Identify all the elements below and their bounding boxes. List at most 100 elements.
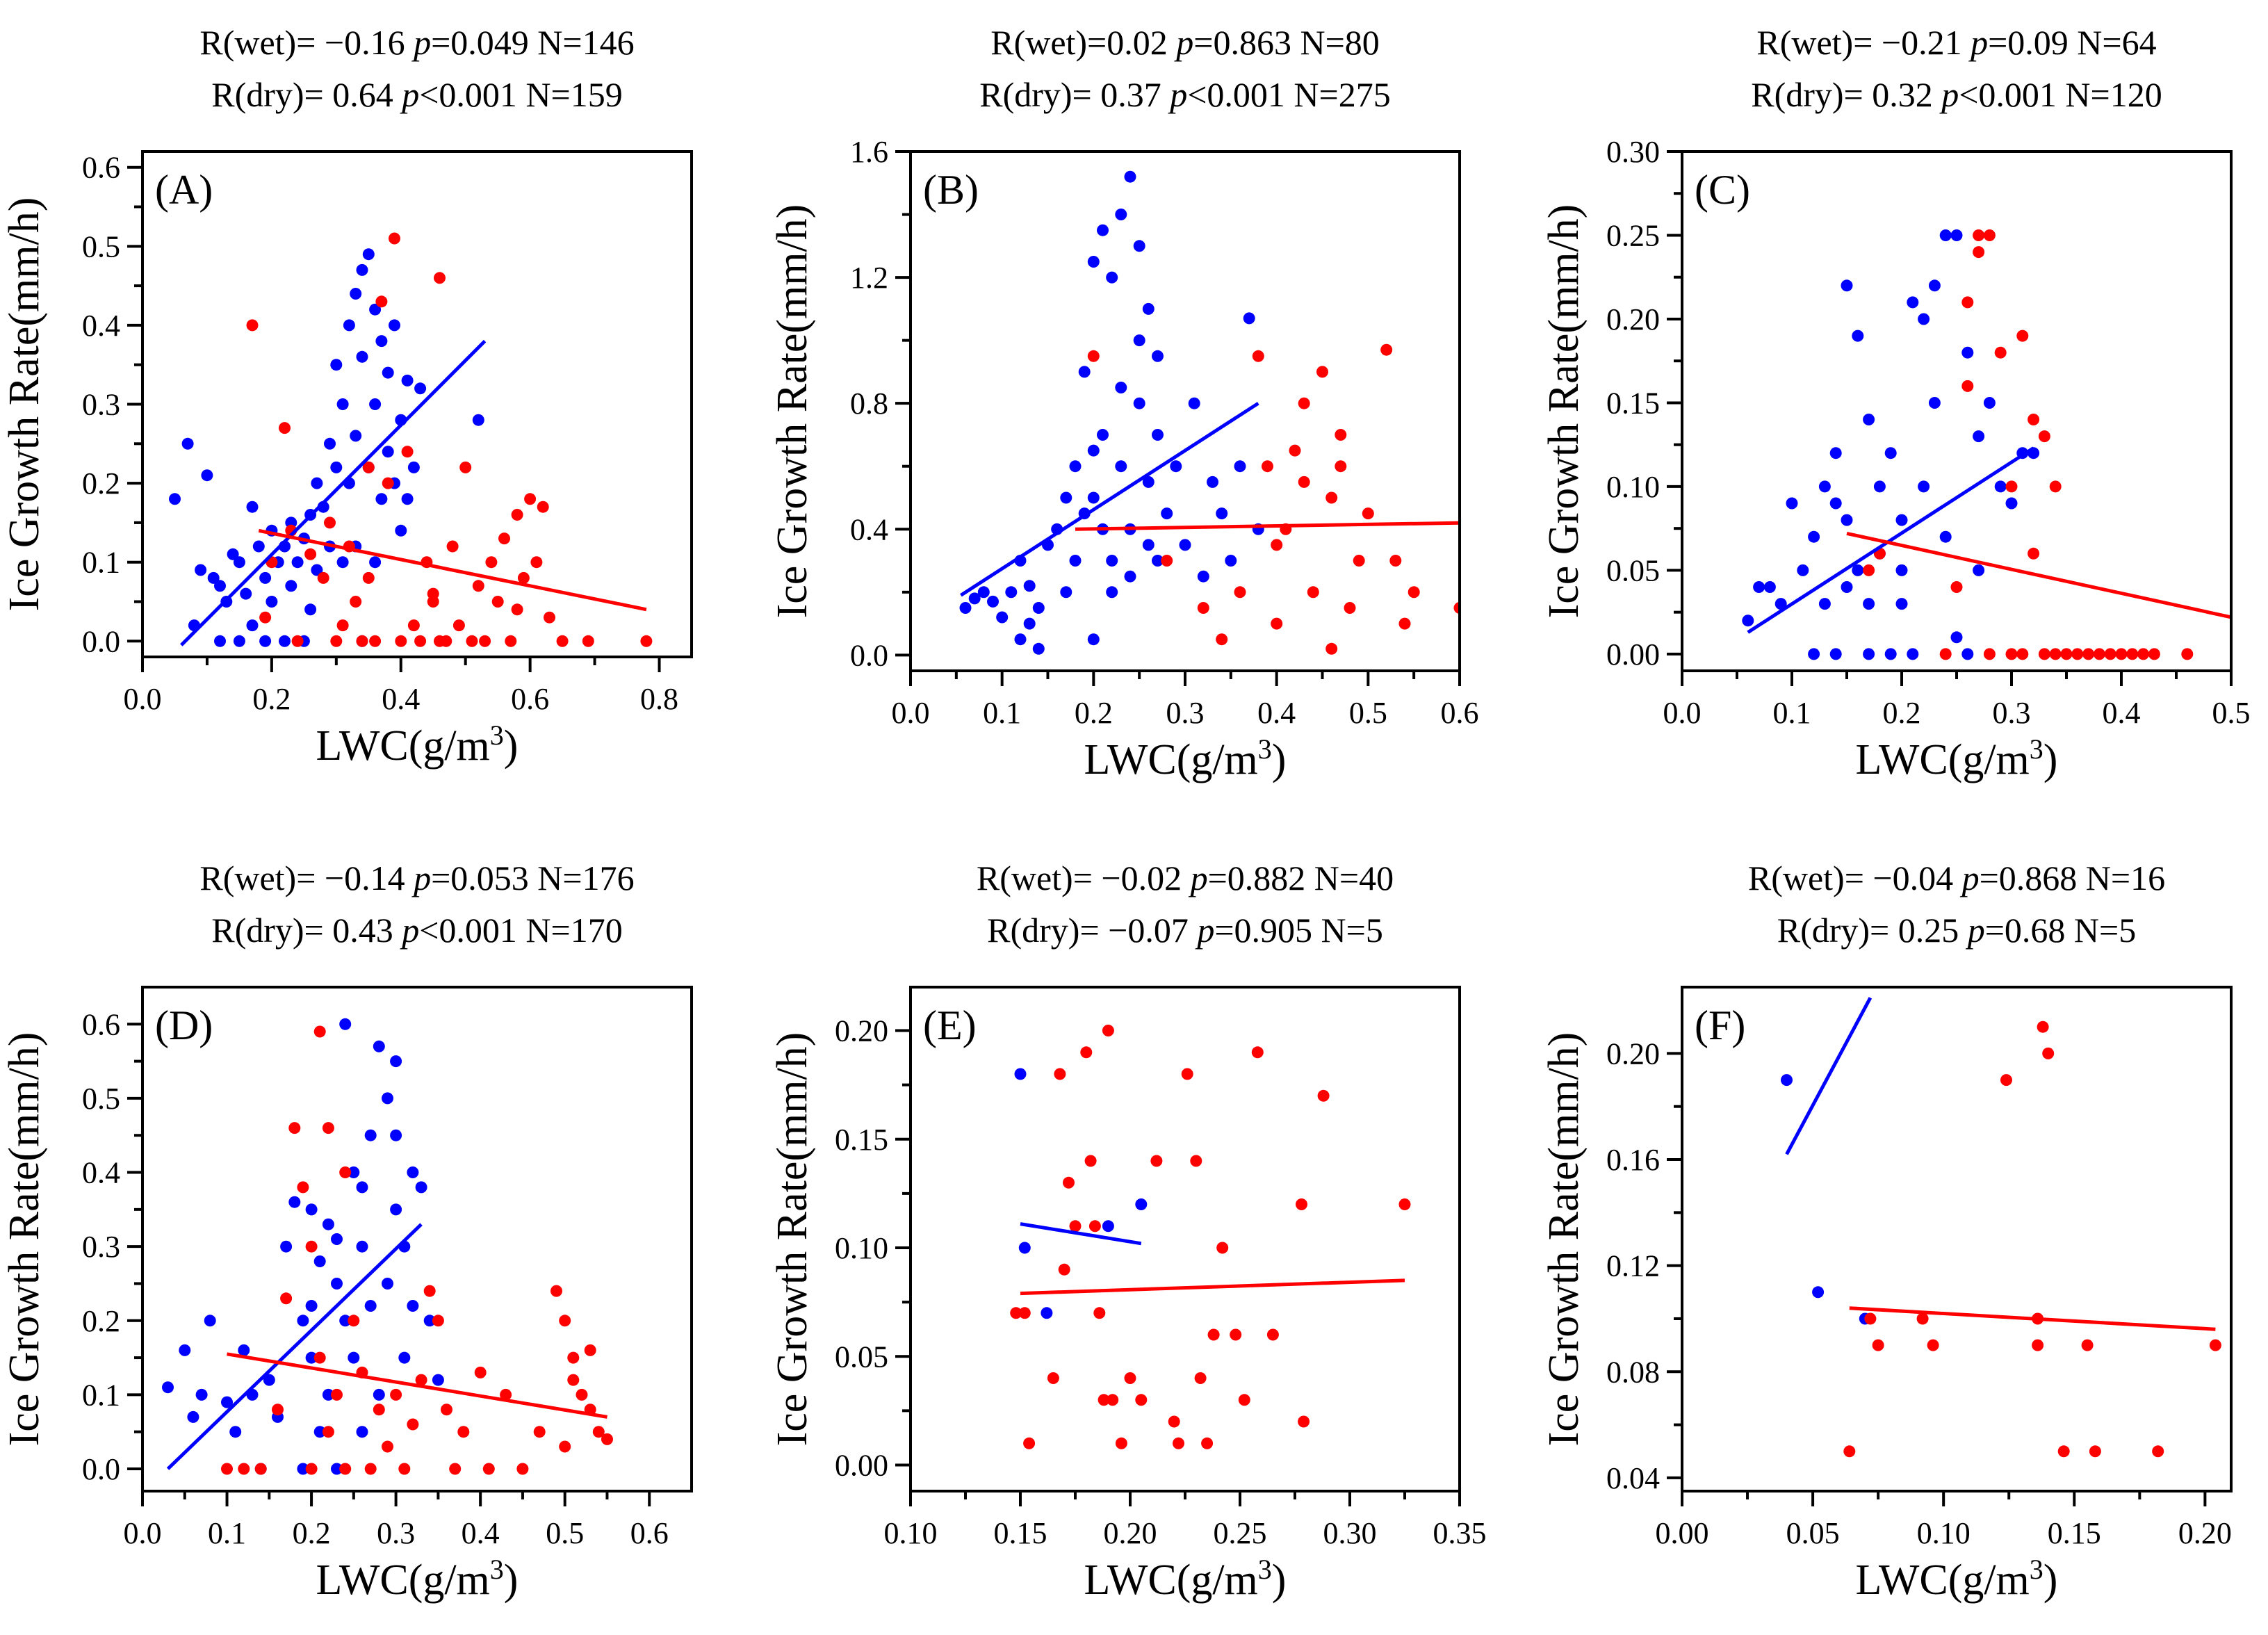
point-wet	[1161, 555, 1173, 567]
point-dry	[369, 398, 382, 410]
y-tick-label: 1.6	[850, 135, 888, 169]
data-layer	[1010, 1025, 1411, 1449]
x-tick-label: 0.3	[377, 1516, 415, 1550]
point-wet	[389, 232, 400, 245]
point-dry	[356, 1426, 368, 1438]
y-tick-label: 0.2	[82, 466, 120, 501]
point-wet	[1939, 648, 1952, 660]
point-wet	[313, 1025, 326, 1038]
point-dry	[279, 635, 291, 647]
point-dry	[1884, 447, 1897, 459]
plot-frame	[909, 986, 1461, 1492]
y-tick-label: 0.0	[82, 1452, 120, 1486]
point-dry	[322, 1218, 334, 1230]
point-dry	[238, 1344, 250, 1356]
x-tick-label: 0.25	[1214, 1516, 1267, 1550]
point-wet	[427, 587, 439, 600]
point-wet	[1124, 1372, 1136, 1384]
point-wet	[401, 446, 414, 458]
point-wet	[1238, 1394, 1250, 1406]
point-dry	[1775, 598, 1787, 610]
point-wet	[362, 461, 375, 473]
point-wet	[414, 635, 427, 647]
point-wet	[1316, 366, 1328, 378]
point-dry	[1069, 460, 1082, 473]
point-dry	[1102, 1220, 1114, 1233]
x-axis-label: LWC(g/m3)	[1084, 1554, 1287, 1604]
point-dry	[987, 595, 999, 608]
point-dry	[373, 1388, 385, 1401]
point-dry	[195, 564, 207, 576]
point-wet	[1335, 429, 1347, 441]
point-wet	[2148, 648, 2160, 660]
point-wet	[1054, 1068, 1066, 1080]
point-wet	[305, 1240, 318, 1253]
point-dry	[959, 602, 972, 614]
point-wet	[479, 635, 491, 647]
point-dry	[297, 1463, 309, 1475]
point-wet	[407, 1418, 419, 1431]
point-wet	[2038, 430, 2050, 443]
point-dry	[291, 556, 304, 569]
point-dry	[369, 556, 382, 569]
point-dry	[1106, 555, 1118, 567]
point-wet	[382, 1440, 393, 1453]
point-wet	[238, 1463, 250, 1475]
point-wet	[1398, 1198, 1411, 1210]
y-tick-label: 0.10	[1606, 470, 1660, 504]
point-wet	[530, 556, 543, 569]
y-tick-label: 0.30	[1606, 135, 1660, 169]
point-wet	[550, 1285, 562, 1297]
point-dry	[1808, 648, 1820, 660]
y-tick-label: 0.8	[850, 387, 888, 421]
point-dry	[343, 319, 355, 332]
point-dry	[1087, 633, 1100, 646]
point-wet	[1271, 617, 1283, 630]
point-wet	[1289, 444, 1301, 457]
point-dry	[1097, 429, 1109, 441]
point-wet	[322, 1122, 334, 1134]
x-tick-label: 0.10	[884, 1516, 938, 1550]
point-dry	[1124, 570, 1136, 583]
point-wet	[1018, 1307, 1031, 1319]
fit-line-wet	[1020, 1278, 1405, 1296]
point-dry	[1918, 313, 1930, 325]
point-wet	[415, 1374, 427, 1386]
y-tick-label: 0.3	[82, 388, 120, 422]
point-wet	[1194, 1372, 1207, 1384]
y-tick-label: 0.15	[835, 1123, 888, 1157]
point-wet	[601, 1433, 613, 1445]
point-wet	[407, 619, 420, 632]
point-wet	[1950, 581, 1963, 593]
point-dry	[1216, 507, 1228, 520]
point-dry	[395, 524, 407, 537]
point-wet	[1398, 617, 1411, 630]
point-dry	[227, 548, 239, 560]
point-wet	[339, 1166, 352, 1178]
fit-line-wet	[227, 1352, 607, 1419]
point-dry	[1829, 648, 1842, 660]
point-wet	[432, 1315, 444, 1327]
point-dry	[1863, 414, 1875, 425]
point-dry	[356, 1181, 368, 1194]
y-tick-label: 0.0	[850, 638, 888, 672]
point-wet	[356, 635, 368, 647]
point-wet	[511, 603, 523, 616]
point-dry	[1133, 334, 1145, 347]
x-tick-label: 0.4	[2103, 696, 2141, 730]
panel-label: (E)	[923, 1002, 977, 1048]
point-dry	[181, 437, 194, 450]
panel-label: (D)	[155, 1002, 213, 1048]
point-wet	[246, 319, 259, 332]
point-dry	[1829, 447, 1842, 459]
point-wet	[288, 1122, 301, 1134]
y-tick-label: 0.1	[82, 1378, 120, 1412]
point-wet	[1010, 1307, 1022, 1319]
point-dry	[382, 366, 394, 379]
panel-label: (A)	[155, 167, 213, 213]
point-wet	[1994, 346, 2007, 359]
point-wet	[382, 477, 394, 489]
point-wet	[254, 1463, 267, 1475]
point-dry	[1895, 564, 1908, 576]
point-dry	[356, 350, 368, 363]
